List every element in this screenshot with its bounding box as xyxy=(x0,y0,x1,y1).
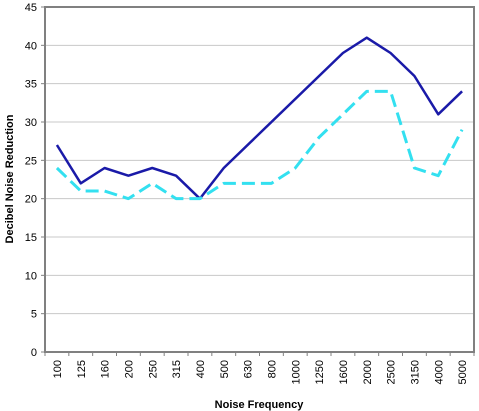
x-tick-label: 125 xyxy=(76,360,88,378)
grid-lines xyxy=(45,44,474,315)
plot-area xyxy=(45,7,474,352)
series-2-line xyxy=(55,89,464,201)
x-tick-label: 500 xyxy=(219,360,231,378)
x-tick-label: 1000 xyxy=(290,360,302,384)
x-tick-label: 100 xyxy=(52,360,64,378)
x-tick-label: 315 xyxy=(171,360,183,378)
x-tick-label: 200 xyxy=(123,360,135,378)
y-tick-label: 5 xyxy=(31,309,37,321)
x-tick-label: 1250 xyxy=(314,360,326,384)
y-tick-label: 15 xyxy=(25,232,37,244)
x-tick-label: 400 xyxy=(195,360,207,378)
x-tick-label: 160 xyxy=(100,360,112,378)
y-tick-label: 10 xyxy=(25,270,37,282)
x-tick-label: 800 xyxy=(266,360,278,378)
y-tick-label: 30 xyxy=(25,117,37,129)
x-tick-label: 1600 xyxy=(338,360,350,384)
x-tick-label: 2500 xyxy=(386,360,398,384)
series-layer xyxy=(55,36,464,201)
y-tick-label: 45 xyxy=(25,2,37,14)
y-tick-label: 40 xyxy=(25,40,37,52)
series-1-line xyxy=(55,36,463,200)
y-axis-title: Decibel Noise Reduction xyxy=(4,114,16,243)
x-tick-label: 250 xyxy=(147,360,159,378)
y-tick-label: 0 xyxy=(31,347,37,359)
x-tick-label: 630 xyxy=(243,360,255,378)
x-tick-label: 2000 xyxy=(362,360,374,384)
x-tick-label: 3150 xyxy=(409,360,421,384)
x-tick-label: 5000 xyxy=(457,360,469,384)
y-axis: 0 5 10 15 20 25 30 35 40 45 xyxy=(25,2,45,359)
y-tick-label: 25 xyxy=(25,155,37,167)
y-tick-label: 35 xyxy=(25,79,37,91)
x-axis-title: Noise Frequency xyxy=(215,399,305,411)
x-tick-label: 4000 xyxy=(433,360,445,384)
x-axis: 100 125 160 200 250 315 400 500 630 800 1000 1250 16… xyxy=(44,352,475,384)
y-tick-label: 20 xyxy=(25,194,37,206)
